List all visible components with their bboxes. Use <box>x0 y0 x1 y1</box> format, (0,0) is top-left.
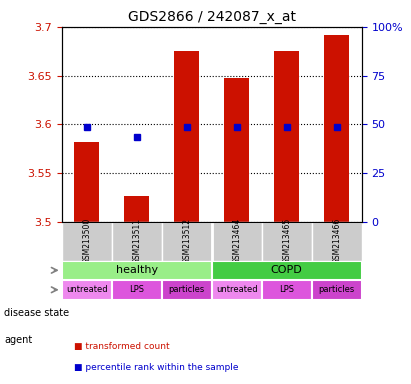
Text: particles: particles <box>169 285 205 294</box>
Text: untreated: untreated <box>216 285 257 294</box>
Text: GSM213512: GSM213512 <box>182 218 191 264</box>
Text: GSM213464: GSM213464 <box>232 218 241 264</box>
FancyBboxPatch shape <box>62 261 212 280</box>
Text: agent: agent <box>4 335 32 345</box>
FancyBboxPatch shape <box>62 280 112 300</box>
FancyBboxPatch shape <box>62 222 112 261</box>
FancyBboxPatch shape <box>112 280 162 300</box>
Bar <box>274 51 299 222</box>
Text: GSM213465: GSM213465 <box>282 218 291 264</box>
FancyBboxPatch shape <box>112 222 162 261</box>
Bar <box>74 142 99 222</box>
Text: ■ percentile rank within the sample: ■ percentile rank within the sample <box>74 364 238 372</box>
Text: healthy: healthy <box>115 265 158 275</box>
Bar <box>124 196 149 222</box>
Text: COPD: COPD <box>271 265 302 275</box>
FancyBboxPatch shape <box>212 261 362 280</box>
Text: LPS: LPS <box>279 285 294 294</box>
Title: GDS2866 / 242087_x_at: GDS2866 / 242087_x_at <box>128 10 296 25</box>
Bar <box>174 51 199 222</box>
Text: LPS: LPS <box>129 285 144 294</box>
FancyBboxPatch shape <box>262 222 312 261</box>
Text: GSM213500: GSM213500 <box>82 218 91 264</box>
FancyBboxPatch shape <box>212 280 262 300</box>
Text: GSM213466: GSM213466 <box>332 218 341 264</box>
Text: GSM213511: GSM213511 <box>132 218 141 264</box>
FancyBboxPatch shape <box>262 280 312 300</box>
FancyBboxPatch shape <box>162 222 212 261</box>
Bar <box>224 78 249 222</box>
FancyBboxPatch shape <box>212 222 262 261</box>
Text: ■ transformed count: ■ transformed count <box>74 343 170 351</box>
Text: particles: particles <box>319 285 355 294</box>
FancyBboxPatch shape <box>312 222 362 261</box>
Bar <box>324 35 349 222</box>
FancyBboxPatch shape <box>162 280 212 300</box>
FancyBboxPatch shape <box>312 280 362 300</box>
Text: disease state: disease state <box>4 308 69 318</box>
Text: untreated: untreated <box>66 285 107 294</box>
